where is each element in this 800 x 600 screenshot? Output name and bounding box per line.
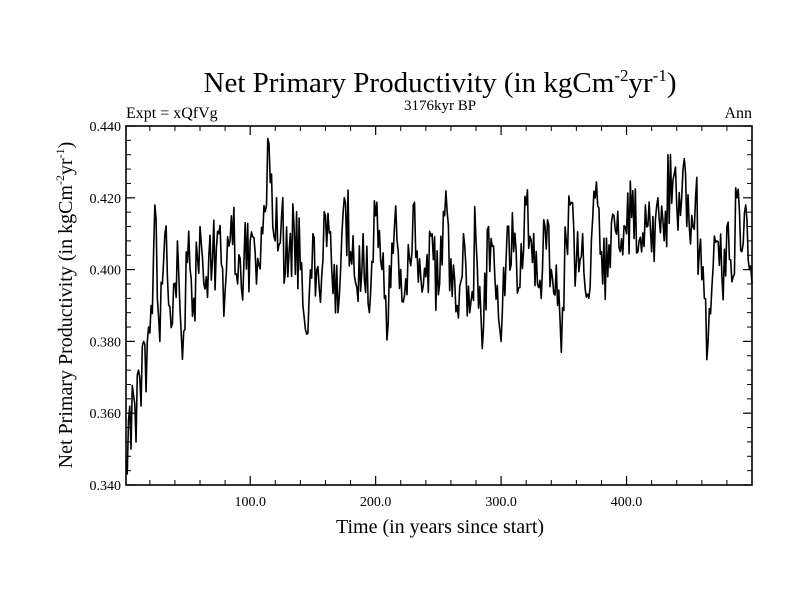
series-line-npp [125, 137, 753, 475]
x-tick-label: 200.0 [360, 495, 392, 510]
chart-title-sup-1: -2 [614, 66, 628, 85]
experiment-label: Expt = xQfVg [126, 105, 218, 122]
y-tick-label: 0.440 [90, 120, 122, 135]
y-axis-label-sup-2: -1 [53, 148, 67, 158]
y-tick-label: 0.420 [90, 192, 122, 207]
y-tick-label: 0.340 [90, 479, 122, 494]
y-axis-label-mid: yr [55, 158, 77, 175]
y-tick-label: 0.400 [90, 264, 122, 279]
axis-ticks [126, 125, 752, 486]
y-axis-label-main: Net Primary Productivity (in kgCm [55, 185, 77, 469]
x-axis-label: Time (in years since start) [336, 516, 544, 538]
chart-title-main: Net Primary Productivity (in kgCm [204, 67, 615, 99]
x-tick-label: 400.0 [611, 495, 643, 510]
y-tick-label: 0.360 [90, 407, 122, 422]
chart-title-mid: yr [628, 67, 653, 99]
y-axis-label-sup-1: -2 [53, 175, 67, 185]
season-label: Ann [724, 105, 752, 122]
y-axis-label-end: ) [55, 142, 77, 149]
chart-title: Net Primary Productivity (in kgCm-2yr-1) [204, 66, 677, 99]
period-label: 3176kyr BP [404, 98, 476, 114]
y-tick-label: 0.380 [90, 335, 122, 350]
chart-title-end: ) [667, 67, 677, 99]
y-axis-label: Net Primary Productivity (in kgCm-2yr-1) [53, 142, 77, 469]
x-tick-label: 100.0 [234, 495, 266, 510]
chart-title-sup-2: -1 [653, 66, 667, 85]
tick-labels: 0.340 0.360 0.380 0.400 0.420 0.440 100.0 200.0… [90, 120, 643, 510]
x-tick-label: 300.0 [485, 495, 517, 510]
plot-frame [125, 125, 753, 486]
